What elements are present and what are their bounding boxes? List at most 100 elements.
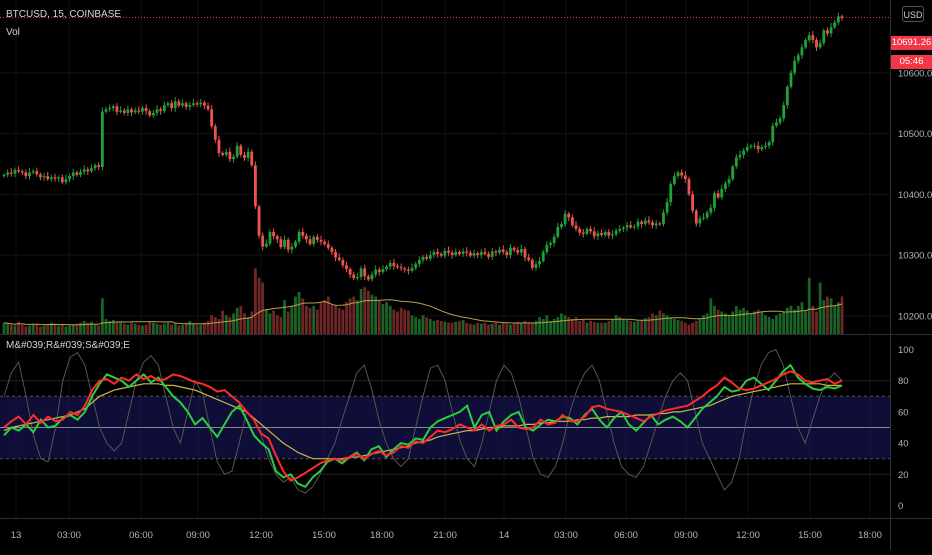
volume-bar	[283, 300, 286, 334]
candle-body	[192, 103, 195, 106]
volume-bar	[122, 323, 126, 334]
time-tick-label: 12:00	[249, 530, 273, 541]
volume-bar	[458, 320, 461, 334]
candle-body	[574, 225, 578, 229]
volume-bar	[600, 322, 603, 334]
candle-body	[370, 274, 374, 280]
oscillator-indicator-label[interactable]: M&#039;R&#039;S&#039;E	[6, 340, 130, 351]
candle-body	[290, 246, 294, 250]
volume-bar	[341, 309, 345, 334]
volume-bar	[552, 319, 556, 334]
volume-bar	[549, 320, 552, 334]
candle-body	[177, 101, 181, 106]
candle-body	[691, 194, 695, 211]
volume-bar	[665, 315, 669, 334]
volume-bar	[509, 324, 512, 334]
volume-bar	[75, 323, 79, 334]
volume-bar	[443, 321, 447, 334]
candle-body	[567, 213, 571, 218]
volume-bar	[632, 321, 636, 334]
volume-bar	[188, 320, 192, 334]
candle-body	[381, 269, 385, 273]
volume-bar	[505, 323, 509, 334]
volume-bar	[760, 311, 764, 334]
currency-button[interactable]: USD	[902, 6, 924, 22]
volume-bar	[46, 324, 50, 334]
time-tick-label: 06:00	[614, 530, 638, 541]
volume-bar	[210, 315, 214, 334]
candle-body	[122, 110, 126, 113]
candle-body	[246, 151, 250, 158]
volume-bar	[447, 322, 450, 334]
candle-body	[363, 268, 367, 277]
yellow-oscillator-line	[3, 383, 842, 460]
volume-bar	[800, 302, 804, 334]
volume-bar	[399, 307, 403, 334]
volume-bar	[213, 317, 217, 334]
candle-body	[625, 225, 629, 228]
volume-bar	[683, 322, 687, 334]
oscillator-tick-label: 80	[898, 376, 909, 387]
candle-body	[228, 151, 232, 160]
candle-body	[509, 247, 512, 256]
symbol-label[interactable]: BTCUSD, 15, COINBASE	[6, 9, 122, 20]
volume-bar	[385, 302, 388, 334]
candle-body	[97, 165, 101, 167]
candle-body	[348, 269, 352, 275]
candle-body	[137, 110, 141, 112]
price-grid	[0, 0, 890, 334]
candle-body	[683, 175, 687, 180]
candle-body	[592, 231, 596, 237]
candle-body	[217, 139, 221, 154]
volume-bar	[479, 323, 483, 334]
volume-bar	[403, 309, 407, 334]
volume-bar	[410, 315, 414, 334]
volume-bar	[294, 296, 297, 334]
candle-body	[705, 212, 709, 218]
candle-body	[356, 276, 359, 279]
candle-body	[782, 105, 786, 119]
volume-bar	[82, 320, 86, 334]
volume-bar	[254, 268, 257, 334]
candle-body	[428, 255, 432, 259]
volume-bar	[570, 319, 574, 334]
candle-body	[250, 151, 254, 166]
volume-bar	[738, 309, 742, 334]
candle-body	[487, 253, 490, 257]
candle-body	[199, 102, 203, 105]
candle-body	[578, 228, 582, 233]
time-tick-label: 03:00	[554, 530, 578, 541]
candle-body	[640, 221, 644, 225]
candle-body	[315, 236, 319, 240]
volume-bar	[275, 315, 279, 334]
volume-bar	[261, 282, 265, 334]
volume-bar	[483, 322, 487, 334]
volume-bar	[454, 321, 458, 334]
candle-body	[498, 249, 501, 253]
candle-body	[665, 202, 669, 213]
volume-bar	[170, 324, 173, 334]
time-tick-label: 21:00	[433, 530, 457, 541]
volume-bar	[698, 319, 702, 334]
volume-bar	[512, 322, 516, 334]
candle-body	[35, 171, 39, 175]
volume-bar	[235, 307, 239, 334]
candle-body	[472, 253, 476, 256]
candle-body	[301, 231, 305, 236]
candle-body	[753, 145, 756, 147]
candle-body	[86, 169, 90, 172]
volume-indicator-label[interactable]: Vol	[6, 27, 20, 38]
volume-bar	[100, 298, 104, 334]
volume-bar	[643, 318, 647, 334]
time-tick-label: 15:00	[798, 530, 822, 541]
volume-bar	[625, 319, 629, 334]
volume-bar	[498, 324, 501, 334]
volume-bar	[162, 323, 166, 334]
candle-body	[410, 267, 414, 271]
volume-bar	[425, 317, 429, 334]
volume-bar	[184, 322, 188, 334]
candle-body	[319, 239, 323, 242]
volume-bar	[840, 296, 844, 334]
